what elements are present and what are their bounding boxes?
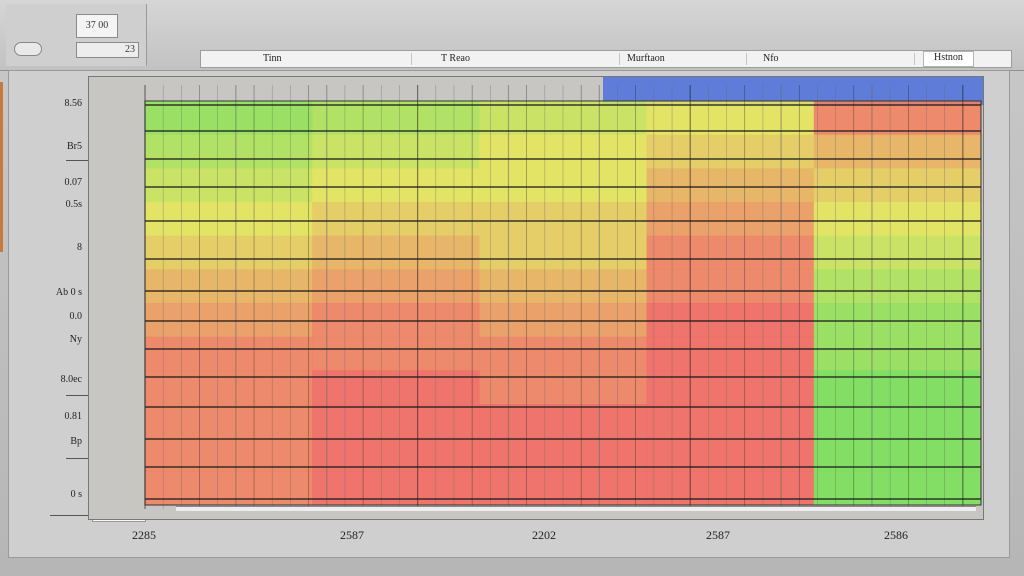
heatmap-cell	[646, 168, 815, 203]
tab-tinn[interactable]: Tinn	[263, 53, 282, 64]
y-axis-label: Ab 0 s	[55, 287, 82, 298]
toolbar-left-panel: 37 00 23	[6, 4, 147, 66]
heatmap-cell	[312, 336, 480, 371]
scale-field[interactable]: 23	[76, 42, 139, 58]
y-axis-tick	[50, 515, 88, 516]
y-axis-tick	[66, 160, 88, 161]
heatmap-cell	[646, 336, 815, 371]
heatmap-cell	[145, 370, 313, 405]
heatmap-cell	[312, 471, 480, 506]
tab-t-reao[interactable]: T Reao	[441, 53, 470, 64]
top-blue-band	[603, 77, 983, 105]
heatmap-cell	[145, 303, 313, 338]
heatmap-cell	[646, 235, 815, 270]
y-axis-label: 8.56	[64, 98, 83, 109]
y-axis-label: Ny	[69, 334, 82, 345]
heatmap-cell	[646, 471, 815, 506]
y-axis-label: 0.0	[69, 311, 83, 322]
y-axis-label: Bp	[70, 436, 82, 447]
tab-divider	[411, 53, 412, 65]
heatmap-cell	[312, 269, 480, 304]
y-axis-label: 8.0ec	[60, 374, 82, 385]
y-axis-label: 0.81	[64, 411, 83, 422]
x-axis-label: 2285	[132, 528, 156, 542]
heatmap-cell	[145, 168, 313, 203]
y-axis-label: 8	[77, 242, 82, 253]
heatmap-svg	[89, 77, 983, 519]
heatmap-cell	[646, 437, 815, 472]
heatmap-cell	[312, 404, 480, 439]
heatmap-cell	[145, 235, 313, 270]
heatmap-cell	[312, 303, 480, 338]
heatmap-cell	[813, 269, 982, 304]
tab-hstnon[interactable]: Hstnon	[923, 51, 974, 67]
heatmap-cell	[813, 404, 982, 439]
tab-divider	[914, 53, 915, 65]
heatmap-cell	[813, 303, 982, 338]
toggle-switch[interactable]	[14, 42, 42, 56]
heatmap-cell	[312, 437, 480, 472]
heatmap-cell	[813, 235, 982, 270]
x-axis-label: 2202	[532, 528, 556, 542]
heatmap-cell	[312, 101, 480, 136]
heatmap-cell	[145, 404, 313, 439]
y-axis-label: 0.07	[64, 177, 83, 188]
heatmap-cell	[145, 101, 313, 136]
tab-divider	[619, 53, 620, 65]
tab-divider	[746, 53, 747, 65]
heatmap-cell	[813, 471, 982, 506]
heatmap-chart	[88, 76, 984, 520]
heatmap-cell	[646, 134, 815, 169]
y-axis-tick	[66, 395, 88, 396]
heatmap-cell	[813, 336, 982, 371]
x-axis-label: 2586	[884, 528, 908, 542]
x-axis-label: 2587	[340, 528, 364, 542]
heatmap-cell	[312, 370, 480, 405]
heatmap-cell	[813, 168, 982, 203]
heatmap-cell	[813, 370, 982, 405]
heatmap-cell	[813, 437, 982, 472]
bottom-scrollbar[interactable]	[176, 506, 976, 511]
y-axis-label: Br5	[67, 141, 82, 152]
toolbar: 37 00 23 Tinn T Reao Murftaon Nfo Hstnon	[0, 0, 1024, 71]
heatmap-cell	[145, 471, 313, 506]
heatmap-cell	[813, 134, 982, 169]
y-axis-label: 0 s	[70, 489, 82, 500]
heatmap-cell	[813, 101, 982, 136]
heatmap-cell	[646, 303, 815, 338]
heatmap-cell	[145, 269, 313, 304]
tab-murftaon[interactable]: Murftaon	[627, 53, 665, 64]
heatmap-cell	[646, 404, 815, 439]
left-accent-strip	[0, 82, 3, 252]
heatmap-cell	[813, 202, 982, 237]
y-axis-label: 0.5s	[65, 199, 82, 210]
heatmap-cell	[646, 101, 815, 136]
heatmap-cell	[145, 202, 313, 237]
heatmap-cell	[312, 235, 480, 270]
y-axis-tick	[66, 458, 88, 459]
zoom-field[interactable]: 37 00	[76, 14, 118, 38]
x-axis-label: 2587	[706, 528, 730, 542]
heatmap-cell	[646, 269, 815, 304]
heatmap-cell	[646, 202, 815, 237]
heatmap-cell	[646, 370, 815, 405]
heatmap-cell	[312, 202, 480, 237]
tab-bar: Tinn T Reao Murftaon Nfo Hstnon	[200, 50, 1012, 68]
tab-nfo[interactable]: Nfo	[763, 53, 779, 64]
heatmap-cell	[145, 134, 313, 169]
heatmap-cell	[312, 168, 480, 203]
heatmap-cell	[312, 134, 480, 169]
heatmap-cell	[145, 336, 313, 371]
plot-border	[144, 100, 982, 506]
heatmap-cell	[145, 437, 313, 472]
